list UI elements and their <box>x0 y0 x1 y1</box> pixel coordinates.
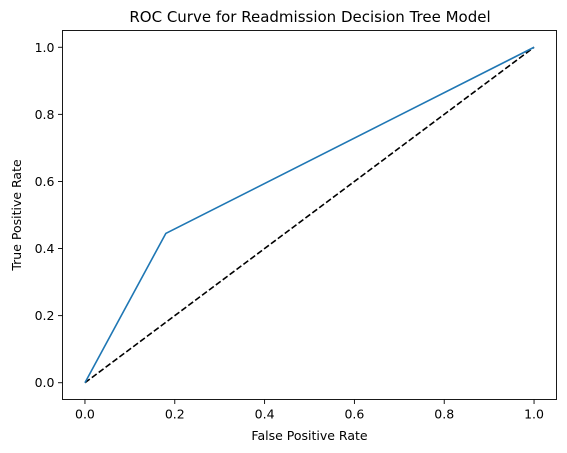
x-tick-label: 0.0 <box>75 407 95 422</box>
x-tick-label: 0.6 <box>344 407 364 422</box>
y-tick-label: 0.6 <box>35 174 55 189</box>
chart-title: ROC Curve for Readmission Decision Tree … <box>129 8 490 26</box>
y-tick-label: 1.0 <box>35 40 55 55</box>
y-tick-label: 0.2 <box>35 308 55 323</box>
y-axis-label: True Positive Rate <box>9 159 24 272</box>
x-axis-label: False Positive Rate <box>251 428 367 443</box>
x-tick-label: 1.0 <box>524 407 544 422</box>
plot-area <box>84 46 535 384</box>
axes: 0.0 0.2 0.4 0.6 0.8 1.0 0.0 0.2 0.4 0.6 0.8 1.0 <box>35 30 557 422</box>
x-tick-label: 0.8 <box>434 407 454 422</box>
y-tick-label: 0.8 <box>35 107 55 122</box>
y-tick-label: 0.0 <box>35 375 55 390</box>
roc-curve-line <box>84 46 535 384</box>
y-tick-label: 0.4 <box>35 241 55 256</box>
baseline-line <box>84 46 535 384</box>
x-tick-label: 0.4 <box>255 407 275 422</box>
axes-frame <box>62 30 557 400</box>
x-tick-label: 0.2 <box>165 407 185 422</box>
